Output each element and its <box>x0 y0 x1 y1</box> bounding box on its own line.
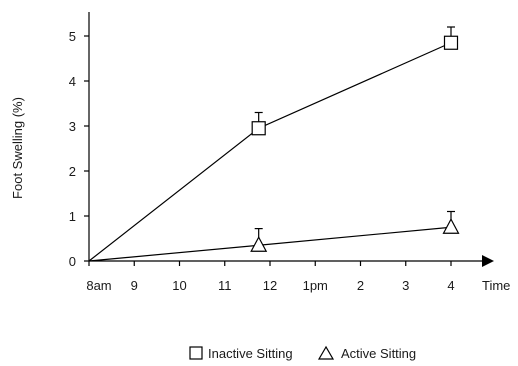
legend-label-inactive: Inactive Sitting <box>208 346 293 361</box>
y-axis-title: Foot Swelling (%) <box>10 97 25 199</box>
series-line-1 <box>88 42 452 262</box>
y-tick-label: 5 <box>69 29 76 44</box>
x-tick-label: 11 <box>218 278 232 293</box>
y-tick-label: 4 <box>69 74 76 89</box>
x-axis-arrow-icon <box>482 255 494 267</box>
triangle-marker <box>442 217 460 234</box>
x-tick-label: 9 <box>131 278 138 293</box>
legend-square-icon <box>189 346 203 360</box>
series-line-2 <box>88 226 452 262</box>
legend-label-active: Active Sitting <box>341 346 416 361</box>
y-tick-label: 3 <box>69 119 76 134</box>
square-marker <box>251 121 266 136</box>
legend-triangle-icon <box>317 345 335 360</box>
chart-series <box>88 26 460 262</box>
legend: Inactive Sitting Active Sitting <box>189 345 416 361</box>
x-axis-title: Time <box>482 278 510 293</box>
triangle-marker <box>250 235 268 252</box>
x-tick-label: 10 <box>172 278 186 293</box>
x-tick-label: 3 <box>402 278 409 293</box>
x-tick-label: 12 <box>263 278 277 293</box>
y-tick-label: 1 <box>69 209 76 224</box>
x-tick-label: 1pm <box>303 278 328 293</box>
x-tick-label: 8am <box>86 278 111 293</box>
x-tick-label: 4 <box>447 278 454 293</box>
y-tick-label: 0 <box>69 254 76 269</box>
x-tick-label: 2 <box>357 278 364 293</box>
square-marker <box>443 35 459 50</box>
chart-axes <box>88 12 494 267</box>
y-tick-label: 2 <box>69 164 76 179</box>
